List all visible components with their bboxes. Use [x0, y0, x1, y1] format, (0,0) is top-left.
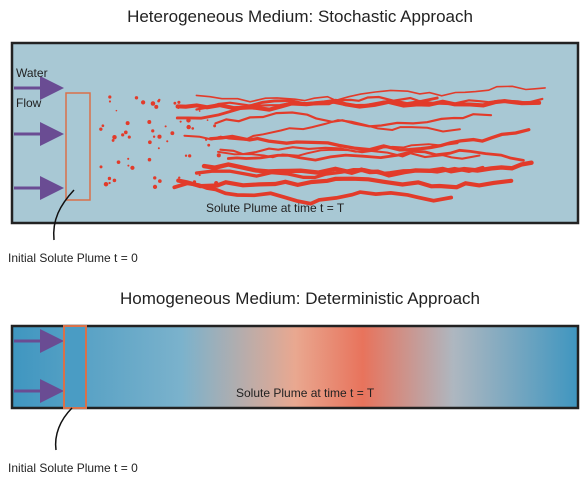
plume-speck [153, 136, 155, 138]
plume-speck [157, 100, 160, 103]
plume-speck [185, 155, 187, 157]
plume-speck [113, 179, 117, 183]
plume-label: Solute Plume at time t = T [236, 386, 375, 400]
plume-speck [112, 135, 116, 139]
plume-speck [165, 125, 167, 127]
plume-speck [177, 101, 180, 104]
diagram: Heterogeneous Medium: Stochastic Approac… [0, 0, 588, 478]
plume-speck [121, 133, 124, 136]
plume-speck [148, 158, 152, 162]
plume-speck [191, 127, 194, 130]
plume-speck [130, 166, 134, 170]
plume-label: Solute Plume at time t = T [206, 201, 345, 215]
plume-speck [126, 121, 130, 125]
plume-speck [170, 131, 174, 135]
initial-plume [64, 326, 86, 408]
plume-speck [151, 101, 156, 106]
plume-speck [112, 139, 115, 142]
plume-speck [109, 100, 111, 102]
plume-speck [124, 131, 128, 135]
plume-speck [178, 176, 180, 178]
plume-speck [157, 135, 161, 139]
plume-speck [180, 121, 182, 123]
plume-speck [199, 110, 201, 112]
plume-speck [151, 129, 154, 132]
plume-speck [108, 177, 111, 180]
flow-label: Water [16, 66, 48, 80]
medium-box [12, 43, 578, 223]
pointer [56, 408, 72, 450]
initial-label: Initial Solute Plume t = 0 [8, 461, 138, 475]
plume-speck [213, 124, 216, 127]
plume-speck [217, 153, 221, 157]
plume-speck [148, 140, 152, 144]
plume-speck [166, 140, 168, 142]
plume-speck [154, 105, 158, 109]
plume-speck [207, 119, 209, 121]
plume-speck [100, 165, 103, 168]
plume-speck [135, 96, 138, 99]
flow-label: Flow [16, 96, 42, 110]
plume-speck [207, 144, 210, 147]
plume-speck [186, 125, 190, 129]
plume-speck [173, 102, 176, 105]
plume-speck [108, 95, 111, 98]
plume-speck [127, 158, 129, 160]
plume-speck [99, 128, 102, 131]
plume-speck [117, 160, 121, 164]
plume-speck [108, 182, 110, 184]
plume-speck [116, 110, 118, 112]
plume-speck [104, 182, 109, 187]
plume-speck [102, 124, 105, 127]
plume-speck [188, 154, 191, 157]
plume-speck [158, 179, 162, 183]
plume-speck [153, 176, 156, 179]
panel-title: Homogeneous Medium: Deterministic Approa… [120, 289, 480, 308]
plume-speck [158, 147, 160, 149]
plume-speck [141, 100, 145, 104]
plume-speck [128, 136, 131, 139]
plume-speck [127, 165, 129, 167]
plume-speck [153, 185, 157, 189]
initial-label: Initial Solute Plume t = 0 [8, 251, 138, 265]
panel-title: Heterogeneous Medium: Stochastic Approac… [127, 7, 473, 26]
plume-speck [147, 120, 151, 124]
